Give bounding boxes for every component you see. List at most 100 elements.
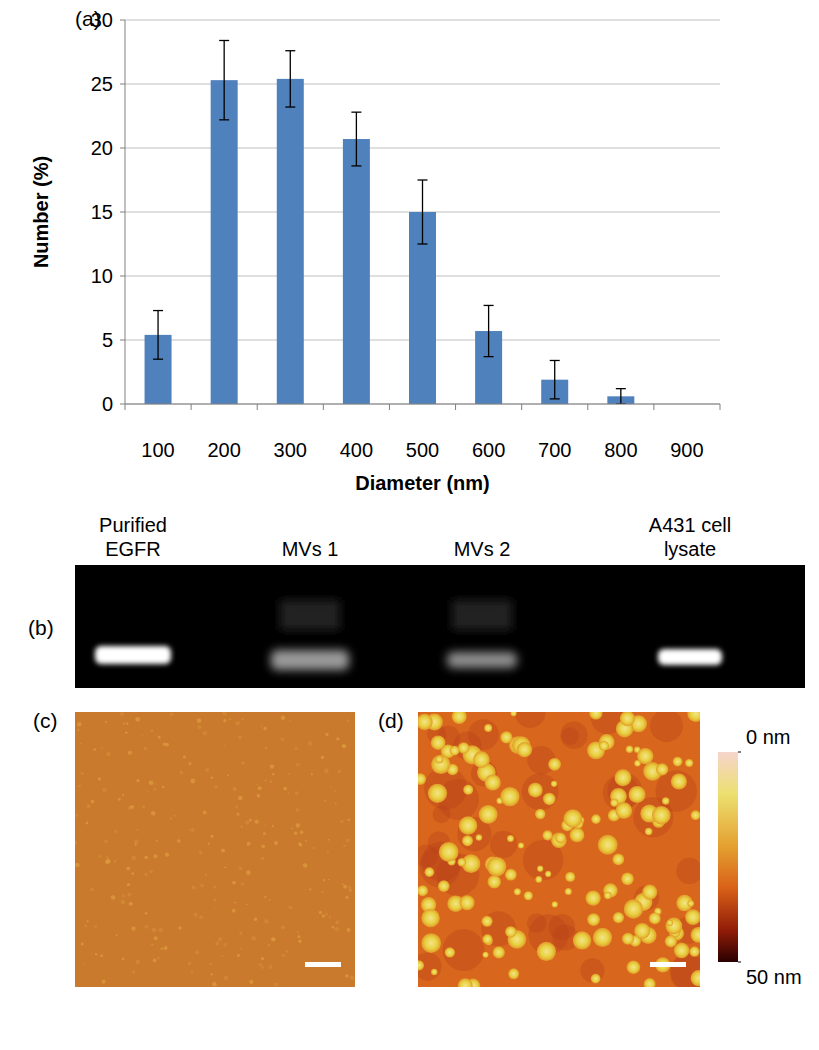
afm-speck [122, 958, 125, 961]
afm-speck [151, 943, 153, 945]
afm-speck [114, 860, 117, 863]
afm-speck [329, 916, 331, 918]
afm-speck [105, 721, 107, 723]
afm-speck [193, 913, 197, 917]
afm-speck [105, 860, 109, 864]
afm-speck [334, 789, 337, 792]
lane-label-line: A431 cell [649, 514, 731, 536]
afm-speck [235, 806, 238, 809]
afm-speck [208, 843, 210, 845]
afm-particle [439, 842, 459, 862]
afm-particle [421, 933, 441, 953]
afm-particle [591, 814, 601, 824]
afm-speck [149, 780, 154, 785]
afm-speck [203, 731, 208, 736]
x-axis-title: Diameter (nm) [355, 472, 489, 494]
afm-speck [295, 808, 299, 812]
afm-speck [265, 779, 267, 781]
afm-speck [223, 943, 227, 947]
afm-speck [335, 921, 339, 925]
afm-speck [325, 733, 328, 736]
afm-shade [633, 797, 673, 837]
afm-particle [610, 799, 618, 807]
afm-speck [274, 982, 278, 986]
afm-speck [114, 830, 117, 833]
afm-speck [78, 785, 81, 788]
afm-speck [191, 970, 194, 973]
afm-speck [106, 859, 111, 864]
afm-speck [342, 744, 346, 748]
error-bar [219, 40, 229, 119]
afm-particle [421, 909, 440, 928]
figure: (a)0510152025301002003004005006007008009… [0, 0, 819, 1050]
afm-particle [435, 755, 443, 763]
afm-particle [528, 783, 543, 798]
afm-speck [98, 855, 101, 858]
afm-speck [120, 712, 124, 716]
afm-speck [271, 937, 275, 941]
afm-speck [165, 853, 169, 857]
afm-particle [548, 758, 561, 771]
afm-speck [245, 820, 249, 824]
afm-particle [612, 853, 624, 865]
y-tick [120, 404, 125, 405]
colorbar-label: 50 nm [746, 966, 802, 988]
bar [277, 79, 304, 404]
afm-particle [460, 895, 475, 910]
afm-speck [75, 863, 80, 868]
error-stem [488, 305, 489, 356]
gel-band [658, 649, 722, 665]
afm-particle [656, 763, 668, 775]
y-tick-label: 15 [91, 201, 113, 223]
error-bar [484, 305, 494, 356]
afm-particle [552, 901, 558, 907]
error-cap [351, 112, 361, 113]
y-axis [125, 20, 126, 404]
afm-speck [170, 712, 174, 716]
x-tick-label: 900 [670, 439, 703, 461]
afm-particle [645, 828, 653, 836]
afm-speck [77, 722, 81, 726]
lane-label-line: MVs 2 [454, 538, 511, 560]
afm-speck [158, 736, 161, 739]
afm-speck [161, 948, 163, 950]
afm-particle [622, 933, 634, 945]
y-tick [120, 20, 125, 21]
error-cap [418, 179, 428, 180]
afm-speck [258, 786, 262, 790]
y-tick-label: 30 [91, 9, 113, 31]
afm-particle [500, 731, 512, 743]
afm-speck [205, 874, 207, 876]
afm-speck [261, 966, 264, 969]
afm-speck [263, 727, 266, 730]
afm-speck [241, 761, 245, 765]
afm-speck [255, 820, 259, 824]
afm-speck [152, 928, 157, 933]
afm-particle [634, 923, 650, 939]
afm-particle [591, 974, 601, 984]
afm-speck [136, 779, 139, 782]
afm-particle [537, 942, 556, 961]
afm-speck [289, 905, 293, 909]
afm-speck [144, 747, 148, 751]
afm-speck [299, 844, 302, 847]
error-cap [219, 40, 229, 41]
afm-speck [297, 935, 300, 938]
afm-speck [345, 896, 348, 899]
afm-particle [479, 805, 498, 824]
afm-speck [87, 804, 91, 808]
afm-particle [418, 773, 426, 785]
afm-shade [490, 831, 517, 858]
afm-speck [264, 896, 266, 898]
afm-speck [125, 731, 127, 733]
error-bar [153, 311, 163, 360]
panel-label: (c) [33, 709, 58, 732]
afm-speck [154, 788, 157, 791]
afm-speck [221, 849, 225, 853]
afm-speck [335, 802, 337, 804]
afm-particle [674, 943, 689, 958]
afm-speck [151, 811, 156, 816]
afm-speck [261, 844, 265, 848]
afm-speck [121, 900, 125, 904]
afm-particle [535, 809, 545, 819]
